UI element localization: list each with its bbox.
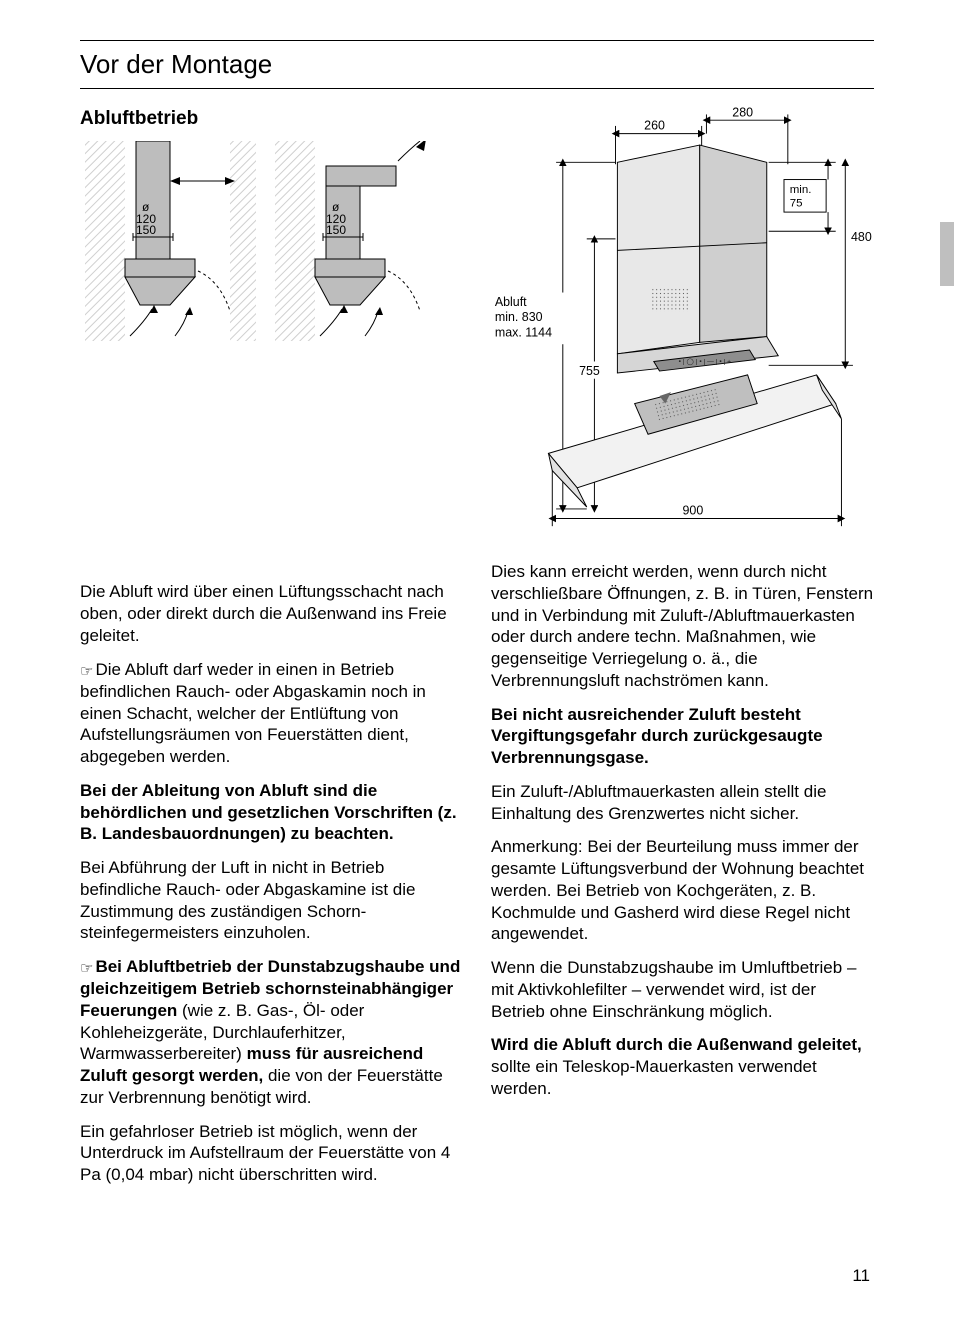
- diagram-exhaust-wall: ø 120 150: [270, 141, 450, 341]
- left-p3: Bei der Ableitung von Abluft sind die be…: [80, 780, 463, 845]
- dim-480: 480: [851, 230, 872, 244]
- dim-abluft: Abluft: [495, 295, 527, 309]
- panel-dots: • | ◯ | • | — | • | +: [679, 357, 731, 365]
- svg-text:150: 150: [326, 223, 346, 237]
- small-diagrams: ø 120 150: [80, 141, 463, 341]
- dim-900: 900: [683, 504, 704, 518]
- dim-755: 755: [579, 364, 600, 378]
- hand-icon: ☞: [80, 960, 95, 977]
- left-p5: ☞Bei Abluftbetrieb der Dunstabzugs­haube…: [80, 956, 463, 1109]
- right-p3: Ein Zuluft-/Abluftmauerkasten allein ste…: [491, 781, 874, 825]
- dim-min75b: 75: [790, 197, 803, 209]
- dim-min75a: min.: [790, 184, 812, 196]
- hand-icon: ☞: [80, 663, 95, 680]
- columns: Abluftbetrieb: [80, 107, 874, 1198]
- left-p2: ☞Die Abluft darf weder in einen in Betri…: [80, 659, 463, 768]
- col-right: 260 280 min. 75: [491, 107, 874, 1198]
- thumb-tab: [940, 222, 954, 286]
- dim-260: 260: [644, 119, 665, 133]
- right-p4: Anmerkung: Bei der Beurteilung muss imme…: [491, 836, 874, 945]
- diagram-dimensions: 260 280 min. 75: [491, 107, 874, 547]
- rule-bottom: [80, 88, 874, 89]
- dim-abluft-min: min. 830: [495, 310, 543, 324]
- page-body: Vor der Montage Abluftbetrieb: [80, 40, 874, 1286]
- page-title: Vor der Montage: [80, 47, 874, 84]
- right-p2: Bei nicht ausreichender Zuluft besteht V…: [491, 704, 874, 769]
- col-left: Abluftbetrieb: [80, 107, 463, 1198]
- dim-280: 280: [732, 107, 753, 119]
- dia-150: 150: [136, 223, 156, 237]
- diagram-exhaust-up: ø 120 150: [80, 141, 260, 341]
- page-number: 11: [852, 1266, 870, 1286]
- section-subtitle: Abluftbetrieb: [80, 107, 463, 131]
- right-p6: Wird die Abluft durch die Außenwand gele…: [491, 1034, 874, 1099]
- left-p6: Ein gefahrloser Betrieb ist möglich, wen…: [80, 1121, 463, 1186]
- left-p4: Bei Abführung der Luft in nicht in Betri…: [80, 857, 463, 944]
- left-p1: Die Abluft wird über einen Lüftungsschac…: [80, 581, 463, 646]
- rule-top: [80, 40, 874, 41]
- spacer: [80, 361, 463, 581]
- dim-abluft-max: max. 1144: [495, 326, 552, 340]
- right-p1: Dies kann erreicht werden, wenn durch ni…: [491, 561, 874, 692]
- right-p5: Wenn die Dunstabzugshaube im Umluftbe­tr…: [491, 957, 874, 1022]
